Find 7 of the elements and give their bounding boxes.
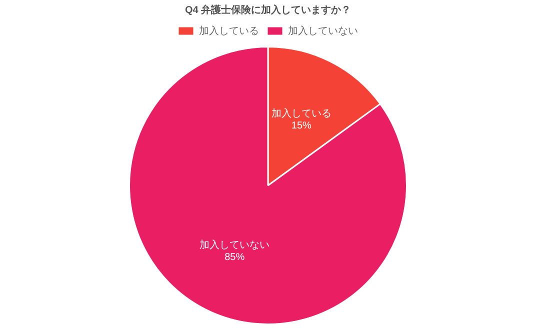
legend-label: 加入している — [199, 24, 259, 37]
legend-label: 加入していない — [288, 24, 358, 37]
slice-label: 加入していない — [200, 238, 270, 251]
chart-title: Q4 弁護士保険に加入していますか？ — [184, 4, 352, 16]
data-label: 15% — [291, 120, 312, 132]
slice-label: 加入している — [271, 108, 332, 120]
data-label: 85% — [224, 252, 245, 263]
